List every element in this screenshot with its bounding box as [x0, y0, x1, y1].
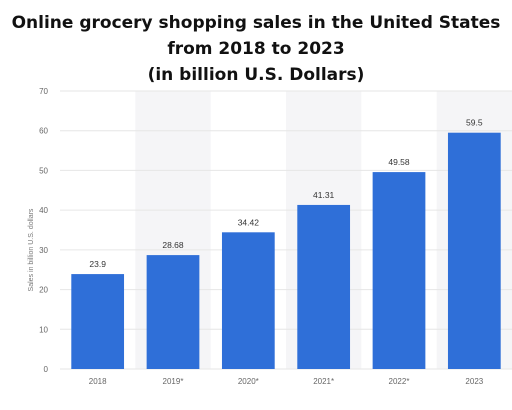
bar-1	[146, 255, 200, 369]
bar-3	[297, 204, 351, 369]
bars	[71, 132, 501, 369]
gridlines	[60, 90, 512, 370]
bar-4	[372, 172, 426, 369]
chart-title-line-1: Online grocery shopping sales in the Uni…	[11, 13, 501, 33]
y-tick-label-30: 30	[39, 246, 48, 255]
x-tick-label-0: 2018	[89, 377, 107, 386]
chart-title-line-2: from 2018 to 2023	[167, 39, 345, 59]
y-tick-label-50: 50	[39, 166, 48, 175]
data-labels: 23.9 28.68 34.42 41.31 49.58 59.5	[89, 118, 482, 269]
chart-title: Online grocery shopping sales in the Uni…	[0, 10, 512, 88]
x-tick-label-2: 2020*	[238, 377, 259, 386]
bar-2	[221, 232, 275, 369]
x-axis-ticks: 2018 2019* 2020* 2021* 2022* 2023	[89, 377, 484, 386]
y-tick-label-40: 40	[39, 206, 48, 215]
y-axis-title: Sales in billion U.S. dollars	[28, 208, 35, 291]
bar-0	[71, 274, 125, 369]
data-label-2: 34.42	[238, 217, 260, 227]
chart-title-line-3: (in billion U.S. Dollars)	[147, 65, 365, 85]
x-tick-label-4: 2022*	[389, 377, 410, 386]
x-tick-label-1: 2019*	[163, 377, 184, 386]
x-tick-label-3: 2021*	[313, 377, 334, 386]
data-label-0: 23.9	[89, 259, 106, 269]
data-label-5: 59.5	[466, 118, 483, 128]
y-tick-label-0: 0	[44, 365, 49, 374]
y-tick-label-10: 10	[39, 325, 48, 334]
bar-5	[447, 132, 501, 369]
y-tick-label-70: 70	[39, 87, 48, 96]
y-tick-label-60: 60	[39, 127, 48, 136]
data-label-4: 49.58	[388, 157, 410, 167]
data-label-1: 28.68	[162, 240, 184, 250]
data-label-3: 41.31	[313, 190, 335, 200]
y-tick-label-20: 20	[39, 286, 48, 295]
y-axis-ticks: 0 10 20 30 40 50 60 70	[39, 87, 48, 374]
x-tick-label-5: 2023	[465, 377, 483, 386]
